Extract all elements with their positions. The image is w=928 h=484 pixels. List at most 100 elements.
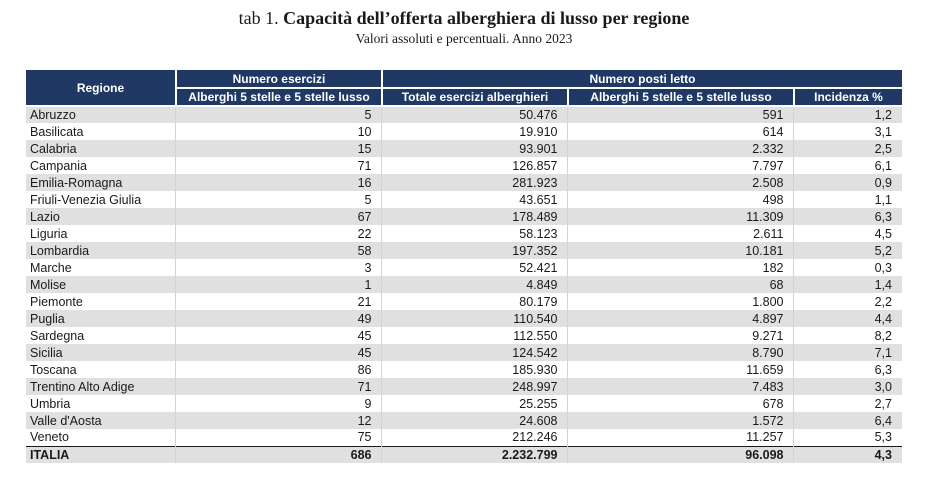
totale-posti-letto-value: 93.901 <box>381 140 569 157</box>
totale-posti-letto-value: 281.923 <box>381 174 569 191</box>
region-name: Abruzzo <box>25 106 177 123</box>
region-name: Emilia-Romagna <box>25 174 177 191</box>
region-name: Campania <box>25 157 177 174</box>
table-row: Umbria 9 25.255 678 2,7 <box>25 395 902 412</box>
region-name: Friuli-Venezia Giulia <box>25 191 177 208</box>
region-name: Marche <box>25 259 177 276</box>
luxury-hotel-capacity-table: Regione Numero esercizi Numero posti let… <box>25 70 902 466</box>
table-row: Friuli-Venezia Giulia 5 43.651 498 1,1 <box>25 191 902 208</box>
table-row: Lombardia 58 197.352 10.181 5,2 <box>25 242 902 259</box>
posti-letto-5-stelle-value: 614 <box>567 123 795 140</box>
esercizi-5-stelle-value: 22 <box>175 225 383 242</box>
totale-posti-letto-value: 197.352 <box>381 242 569 259</box>
region-name: Calabria <box>25 140 177 157</box>
region-name: Molise <box>25 276 177 293</box>
incidenza-percent-value: 8,2 <box>874 328 892 343</box>
posti-letto-5-stelle-value: 9.271 <box>567 327 795 344</box>
incidenza-percent-value: 4,5 <box>874 226 892 241</box>
incidenza-percent-value: 2,7 <box>874 396 892 411</box>
title-block: tab 1. Capacità dell’offerta alberghiera… <box>0 0 928 47</box>
posti-letto-5-stelle-value: 591 <box>567 106 795 123</box>
incidenza-percent-value: 6,4 <box>874 413 892 428</box>
esercizi-5-stelle-value: 5 <box>175 106 383 123</box>
totale-posti-letto-value: 19.910 <box>381 123 569 140</box>
posti-letto-5-stelle-value: 678 <box>567 395 795 412</box>
page-subtitle: Valori assoluti e percentuali. Anno 2023 <box>355 31 573 46</box>
totale-posti-letto-value: 126.857 <box>381 157 569 174</box>
totale-posti-letto-value: 24.608 <box>381 412 569 429</box>
table-number-label: tab 1. <box>238 8 284 28</box>
esercizi-5-stelle-value: 71 <box>175 378 383 395</box>
incidenza-percent-value: 1,4 <box>874 277 892 292</box>
table-row: Lazio 67 178.489 11.309 6,3 <box>25 208 902 225</box>
column-group-numero-esercizi: Numero esercizi <box>174 70 383 89</box>
posti-letto-5-stelle-value: 8.790 <box>567 344 795 361</box>
esercizi-5-stelle-value: 5 <box>175 191 383 208</box>
totale-posti-letto-value: 112.550 <box>381 327 569 344</box>
totale-posti-letto-value: 248.997 <box>381 378 569 395</box>
region-name: Puglia <box>25 310 177 327</box>
posti-letto-5-stelle-value: 7.797 <box>567 157 795 174</box>
region-name: Piemonte <box>25 293 177 310</box>
totale-posti-letto-value: 4.849 <box>381 276 569 293</box>
region-name: ITALIA <box>25 445 177 464</box>
column-header-incidenza: Incidenza % <box>792 87 902 107</box>
table-row: Puglia 49 110.540 4.897 4,4 <box>25 310 902 327</box>
posti-letto-5-stelle-value: 182 <box>567 259 795 276</box>
region-name: Basilicata <box>25 123 177 140</box>
esercizi-5-stelle-value: 686 <box>175 445 383 464</box>
totale-posti-letto-value: 50.476 <box>381 106 569 123</box>
region-name: Trentino Alto Adige <box>25 378 177 395</box>
posti-letto-5-stelle-value: 2.508 <box>567 174 795 191</box>
totale-posti-letto-value: 25.255 <box>381 395 569 412</box>
table-total-row: ITALIA 686 2.232.799 96.098 4,3 <box>25 445 902 464</box>
table-row: Marche 3 52.421 182 0,3 <box>25 259 902 276</box>
esercizi-5-stelle-value: 12 <box>175 412 383 429</box>
table-row: Piemonte 21 80.179 1.800 2,2 <box>25 293 902 310</box>
region-name: Veneto <box>25 429 177 446</box>
totale-posti-letto-value: 58.123 <box>381 225 569 242</box>
esercizi-5-stelle-value: 3 <box>175 259 383 276</box>
totale-posti-letto-value: 43.651 <box>381 191 569 208</box>
table-header: Regione Numero esercizi Numero posti let… <box>25 70 902 107</box>
totale-posti-letto-value: 212.246 <box>381 429 569 446</box>
column-group-numero-posti-letto: Numero posti letto <box>380 70 902 89</box>
incidenza-percent-value: 6,3 <box>874 362 892 377</box>
esercizi-5-stelle-value: 67 <box>175 208 383 225</box>
esercizi-5-stelle-value: 10 <box>175 123 383 140</box>
posti-letto-5-stelle-value: 2.332 <box>567 140 795 157</box>
table-row: Campania 71 126.857 7.797 6,1 <box>25 157 902 174</box>
incidenza-percent-value: 4,4 <box>874 311 892 326</box>
esercizi-5-stelle-value: 71 <box>175 157 383 174</box>
table-body: Abruzzo 5 50.476 591 1,2 Basilicata 10 1… <box>25 106 902 464</box>
esercizi-5-stelle-value: 45 <box>175 327 383 344</box>
incidenza-percent-value: 1,1 <box>874 192 892 207</box>
incidenza-percent-value: 0,3 <box>874 260 892 275</box>
column-header-totale-esercizi-alberghieri: Totale esercizi alberghieri <box>380 87 569 107</box>
table-title-text: Capacità dell’offerta alberghiera di lus… <box>283 8 690 28</box>
table-row: Sicilia 45 124.542 8.790 7,1 <box>25 344 902 361</box>
table-row: Abruzzo 5 50.476 591 1,2 <box>25 106 902 123</box>
incidenza-percent-value: 2,5 <box>874 141 892 156</box>
region-name: Sicilia <box>25 344 177 361</box>
esercizi-5-stelle-value: 16 <box>175 174 383 191</box>
region-name: Lazio <box>25 208 177 225</box>
incidenza-percent-value: 3,1 <box>874 124 892 139</box>
column-header-regione: Regione <box>25 70 177 107</box>
posti-letto-5-stelle-value: 2.611 <box>567 225 795 242</box>
region-name: Lombardia <box>25 242 177 259</box>
incidenza-percent-value: 6,3 <box>874 209 892 224</box>
incidenza-percent-value: 6,1 <box>874 158 892 173</box>
posti-letto-5-stelle-value: 7.483 <box>567 378 795 395</box>
table-row: Calabria 15 93.901 2.332 2,5 <box>25 140 902 157</box>
page-title: tab 1. Capacità dell’offerta alberghiera… <box>0 7 928 29</box>
esercizi-5-stelle-value: 86 <box>175 361 383 378</box>
posti-letto-5-stelle-value: 11.309 <box>567 208 795 225</box>
table-row: Trentino Alto Adige 71 248.997 7.483 3,0 <box>25 378 902 395</box>
esercizi-5-stelle-value: 15 <box>175 140 383 157</box>
incidenza-percent-value: 7,1 <box>874 345 892 360</box>
posti-letto-5-stelle-value: 11.659 <box>567 361 795 378</box>
esercizi-5-stelle-value: 49 <box>175 310 383 327</box>
posti-letto-5-stelle-value: 1.800 <box>567 293 795 310</box>
table-row: Sardegna 45 112.550 9.271 8,2 <box>25 327 902 344</box>
